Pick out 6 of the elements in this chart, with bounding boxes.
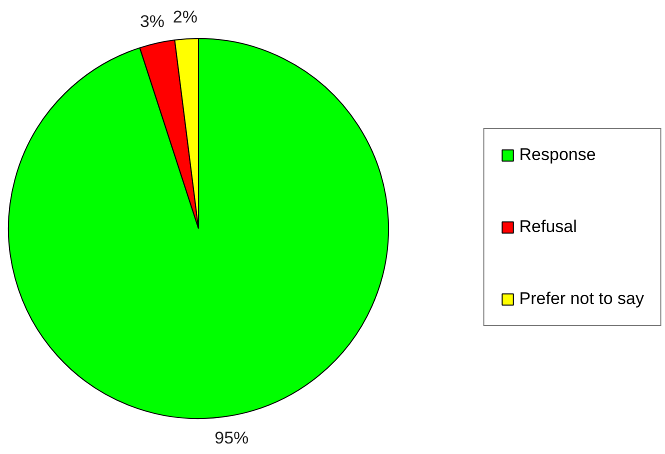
data-label: 95% xyxy=(214,428,249,448)
legend-label: Response xyxy=(519,145,596,165)
data-label: 3% xyxy=(140,12,165,32)
legend-label: Prefer not to say xyxy=(519,289,644,309)
data-label: 2% xyxy=(172,7,198,26)
legend-label: Refusal xyxy=(519,217,577,237)
